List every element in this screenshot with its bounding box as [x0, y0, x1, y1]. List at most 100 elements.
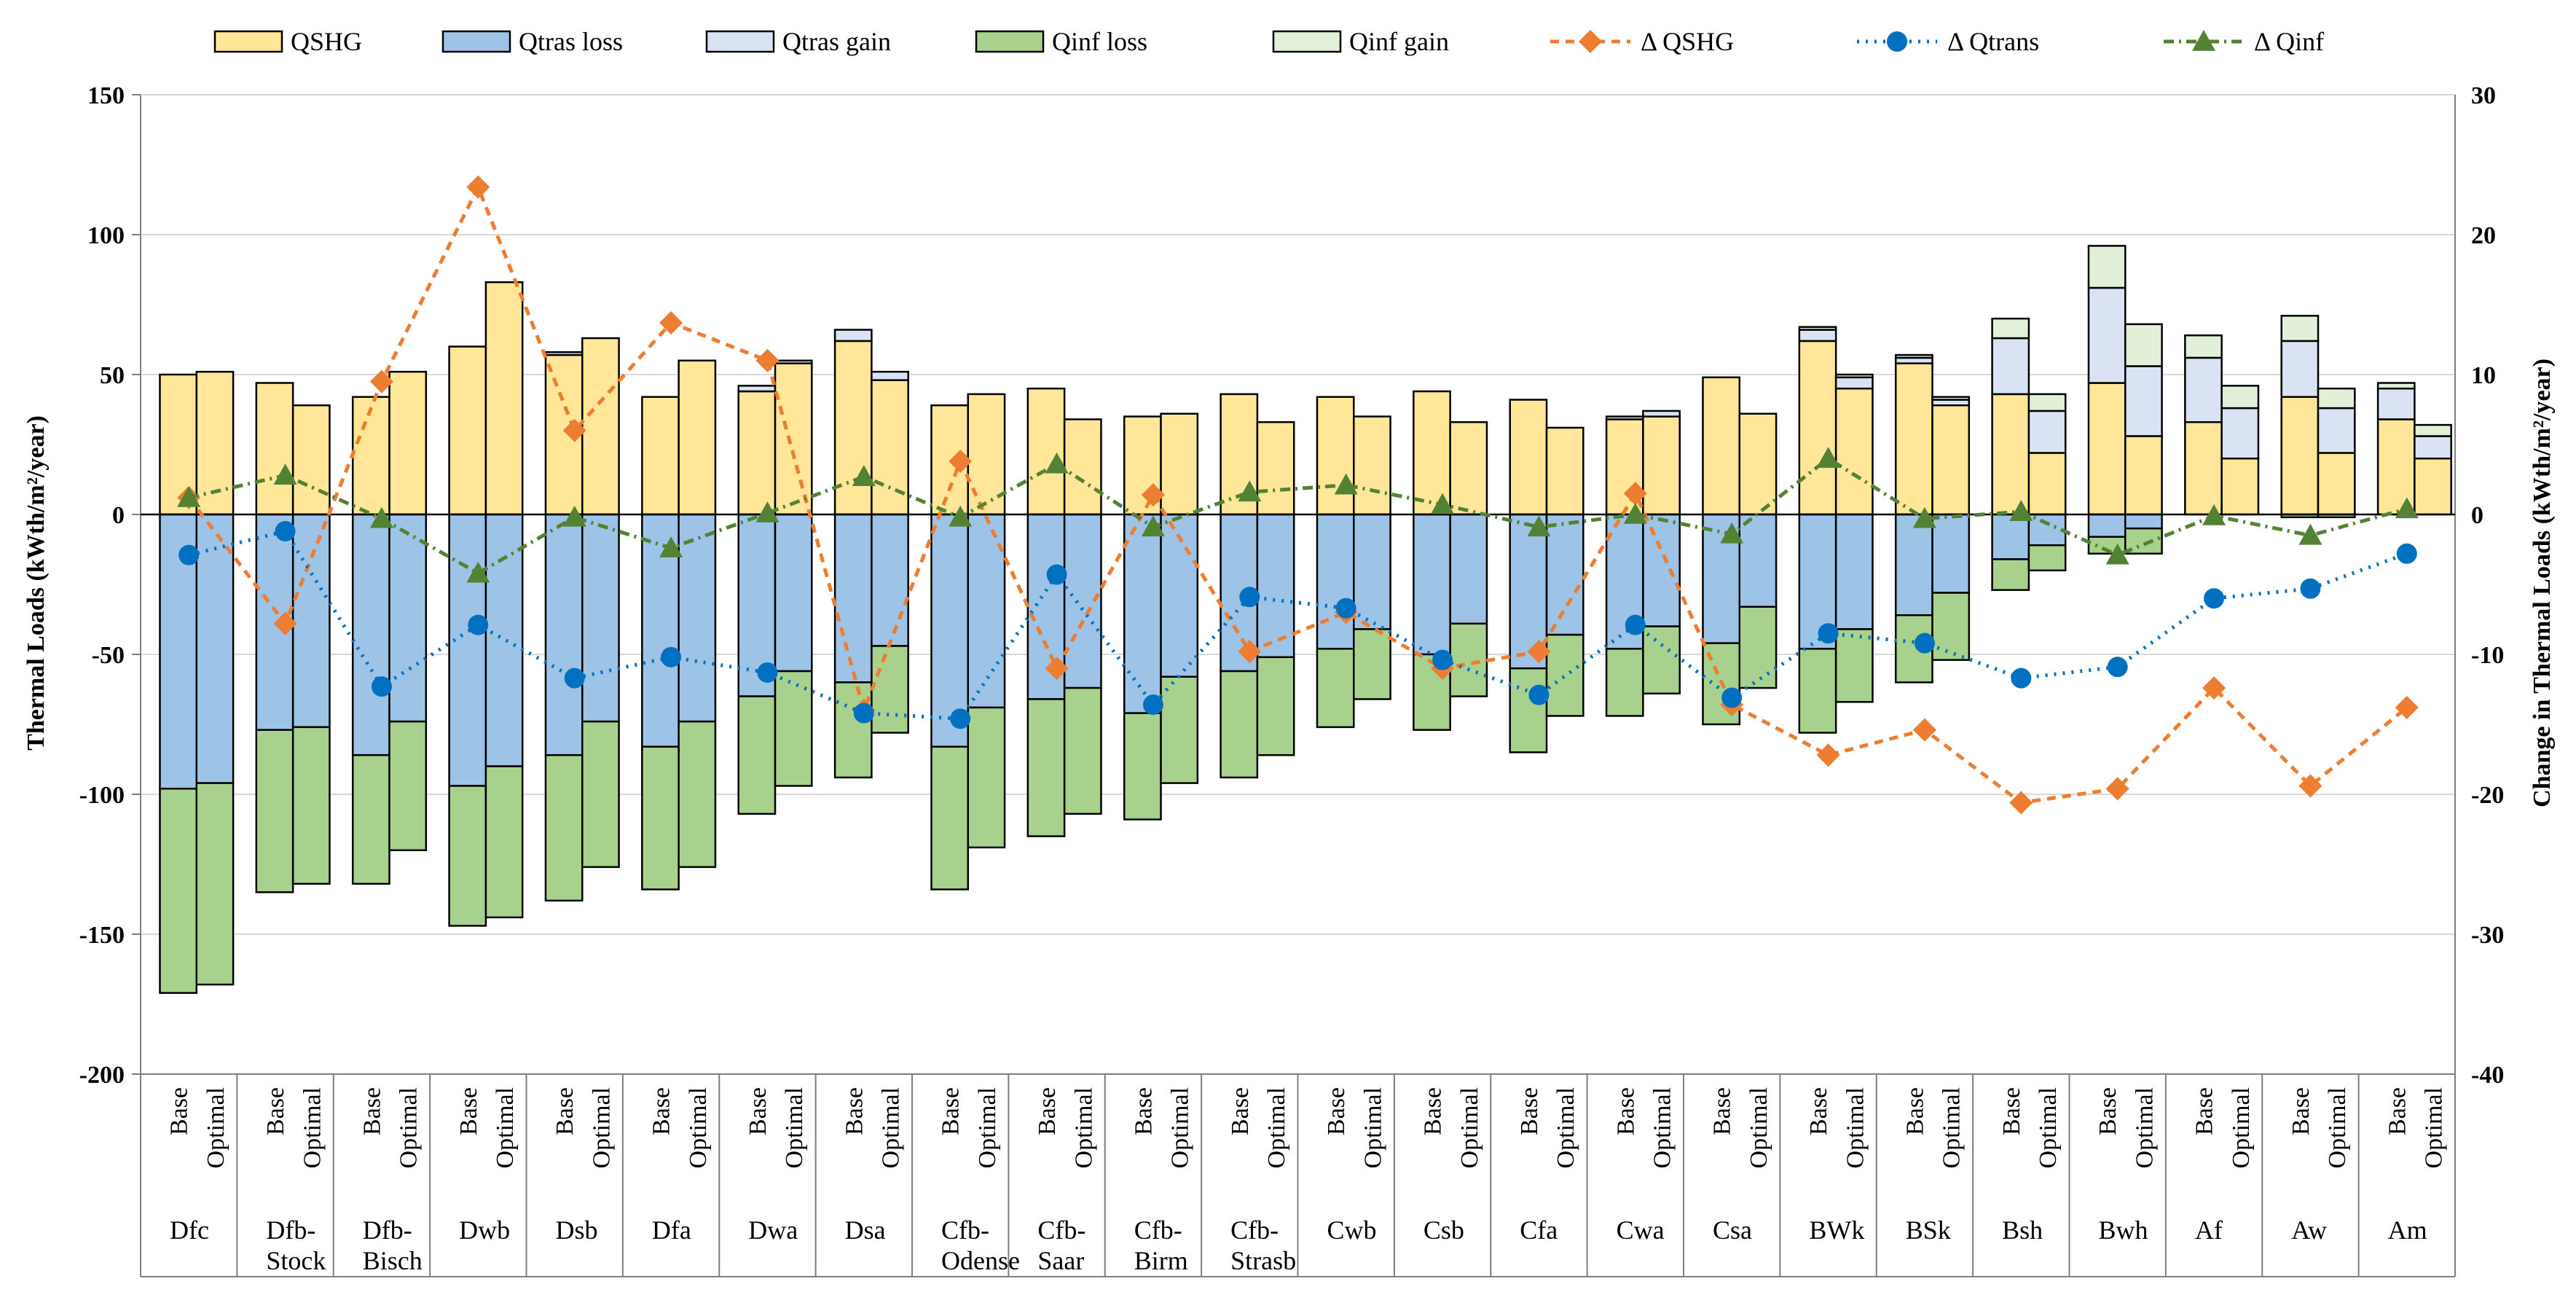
sub-label-base: Base — [1130, 1087, 1157, 1135]
bar-qtras_gain-optimal — [774, 359, 813, 364]
y2-tick-label: 20 — [2471, 222, 2496, 249]
sub-label-optimal: Optimal — [1842, 1087, 1869, 1168]
bar-qtras_loss-base — [544, 513, 584, 756]
sub-label-optimal: Optimal — [974, 1087, 1001, 1168]
bar-qinf_loss-base — [448, 785, 487, 927]
category-label: Bisch — [363, 1246, 423, 1275]
bar-qshg-optimal — [1256, 421, 1295, 516]
sub-label-optimal: Optimal — [1552, 1087, 1579, 1168]
bar-qtras_gain-optimal — [1834, 376, 1874, 390]
y-tick-label: -150 — [79, 922, 125, 949]
marker-d_qshg — [562, 418, 586, 442]
bar-qshg-base — [1413, 390, 1451, 516]
sub-label-optimal: Optimal — [2131, 1087, 2158, 1168]
bar-qshg-optimal — [388, 370, 428, 516]
marker-d_qtrans — [468, 614, 489, 635]
marker-d_qinf — [1238, 480, 1262, 502]
bar-qinf_gain-base — [1894, 353, 1933, 359]
bar-qinf_loss-base — [1220, 670, 1259, 779]
y2-tick-label: 30 — [2471, 82, 2496, 109]
bar-qtras_gain-base — [544, 351, 584, 356]
bar-qtras_loss-base — [1894, 513, 1933, 616]
marker-d_qtrans — [1625, 614, 1646, 635]
marker-d_qinf — [1431, 493, 1455, 514]
sub-label-base: Base — [1323, 1087, 1350, 1135]
bar-qshg-optimal — [2317, 452, 2356, 516]
sub-label-optimal: Optimal — [1359, 1087, 1386, 1168]
bar-qshg-optimal — [1160, 412, 1199, 516]
y2-tick-label: -40 — [2471, 1062, 2504, 1089]
category-label: Aw — [2291, 1215, 2327, 1245]
y-tick-label: 100 — [87, 222, 125, 249]
y2-tick-label: -20 — [2471, 782, 2504, 809]
bar-qinf_loss-optimal — [1545, 633, 1585, 717]
bar-qinf_loss-optimal — [967, 706, 1006, 849]
category-label: Cwa — [1617, 1215, 1665, 1245]
marker-d_qinf — [2009, 500, 2033, 521]
category-label: Dfc — [170, 1215, 209, 1245]
bar-qshg-base — [351, 396, 390, 516]
y-axis-ticks: 150100500-50-100-150-2003020100-10-20-30… — [79, 82, 2505, 1089]
bar-qtras_loss-optimal — [774, 513, 813, 673]
marker-d_qinf — [2202, 504, 2226, 525]
bar-qshg-base — [2184, 421, 2223, 516]
marker-d_qtrans — [661, 646, 682, 667]
legend-marker — [2192, 30, 2215, 51]
axes — [132, 94, 2456, 1277]
bar-qtras_loss-optimal — [388, 513, 428, 723]
sub-label-base: Base — [551, 1087, 578, 1135]
bar-qinf_gain-optimal — [2317, 387, 2356, 410]
bar-qtras_loss-optimal — [291, 513, 331, 729]
legend-marker — [1579, 30, 1602, 53]
sub-label-base: Base — [1034, 1087, 1061, 1135]
bar-qtras_gain-base — [2376, 387, 2416, 420]
bar-qinf_loss-optimal — [2027, 544, 2067, 572]
sub-label-optimal: Optimal — [1939, 1087, 1966, 1168]
marker-d_qinf — [949, 505, 973, 527]
category-label: Cwb — [1327, 1215, 1377, 1245]
bar-qtras_gain-optimal — [2124, 365, 2163, 437]
legend-label: Qtras gain — [782, 27, 891, 56]
bar-qshg-optimal — [2414, 457, 2452, 516]
sub-label-base: Base — [841, 1087, 868, 1135]
category-label: Dwa — [748, 1215, 798, 1245]
bar-qinf_loss-base — [255, 729, 294, 893]
marker-d_qinf — [273, 463, 297, 485]
bar-qinf_gain-optimal — [1931, 396, 1971, 401]
bar-qinf_loss-optimal — [484, 765, 524, 919]
bar-qtras_loss-optimal — [1834, 513, 1874, 630]
sub-label-optimal: Optimal — [1070, 1087, 1097, 1168]
marker-d_qshg — [2298, 774, 2322, 798]
sub-label-base: Base — [455, 1087, 482, 1135]
legend-label: Qtras loss — [519, 27, 623, 56]
sub-label-base: Base — [262, 1087, 289, 1135]
marker-d_qtrans — [1721, 687, 1743, 708]
bar-qinf_loss-base — [1605, 648, 1644, 717]
bar-qinf_loss-base — [159, 788, 198, 994]
category-label: Birm — [1134, 1246, 1188, 1275]
marker-d_qshg — [2395, 695, 2419, 719]
legend-item-qinfgain: Qinf gain — [1272, 27, 1449, 56]
marker-d_qshg — [2009, 791, 2033, 815]
marker-d_qtrans — [1335, 598, 1356, 619]
category-label: Cfb- — [941, 1215, 989, 1245]
marker-d_qinf — [659, 536, 683, 557]
marker-d_qshg — [1816, 743, 1840, 767]
sub-label-base: Base — [1227, 1087, 1254, 1135]
sub-label-optimal: Optimal — [1649, 1087, 1676, 1168]
marker-d_qshg — [2202, 676, 2226, 700]
legend-item-qinfloss: Qinf loss — [975, 27, 1147, 56]
bar-qtras_loss-base — [930, 513, 970, 748]
marker-d_qinf — [852, 465, 876, 486]
bar-qinf_loss-base — [1123, 712, 1162, 821]
legend: QSHG Qtras loss Qtras gain Qinf loss Qinf ga… — [213, 27, 2324, 56]
bar-qtras_gain-base — [2087, 286, 2127, 384]
category-label: BWk — [1809, 1215, 1864, 1245]
marker-d_qtrans — [950, 708, 971, 729]
bar-qshg-optimal — [1353, 415, 1391, 516]
bar-qtras_loss-optimal — [1738, 513, 1778, 608]
sub-label-base: Base — [745, 1087, 771, 1135]
marker-d_qinf — [1720, 522, 1744, 544]
sub-label-base: Base — [358, 1087, 385, 1135]
